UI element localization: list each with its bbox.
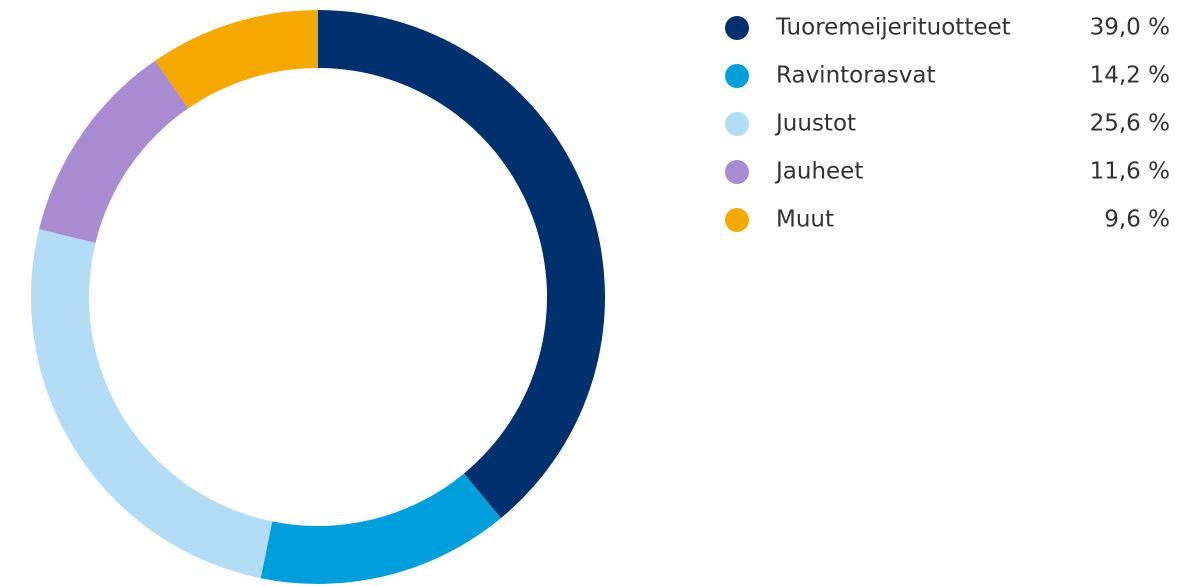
legend-label: Tuoremeijerituotteet xyxy=(775,15,1011,41)
legend-label: Muut xyxy=(776,207,834,233)
legend-value: 9,6 % xyxy=(1104,207,1170,233)
legend-marker xyxy=(725,112,749,136)
donut-segment xyxy=(39,60,189,243)
donut-segment xyxy=(31,229,273,579)
donut-segment xyxy=(155,10,318,109)
legend-label: Juustot xyxy=(774,111,856,137)
legend-label: Jauheet xyxy=(774,159,863,185)
legend-value: 25,6 % xyxy=(1090,111,1170,137)
legend-value: 11,6 % xyxy=(1090,159,1170,185)
legend-marker xyxy=(725,208,749,232)
donut-segment xyxy=(260,473,501,584)
legend-marker xyxy=(725,16,749,40)
legend-marker xyxy=(725,160,749,184)
legend-marker xyxy=(725,64,749,88)
donut-segment xyxy=(318,10,606,519)
legend-value: 14,2 % xyxy=(1090,63,1170,89)
legend-value: 39,0 % xyxy=(1090,15,1170,41)
legend-label: Ravintorasvat xyxy=(776,63,936,89)
